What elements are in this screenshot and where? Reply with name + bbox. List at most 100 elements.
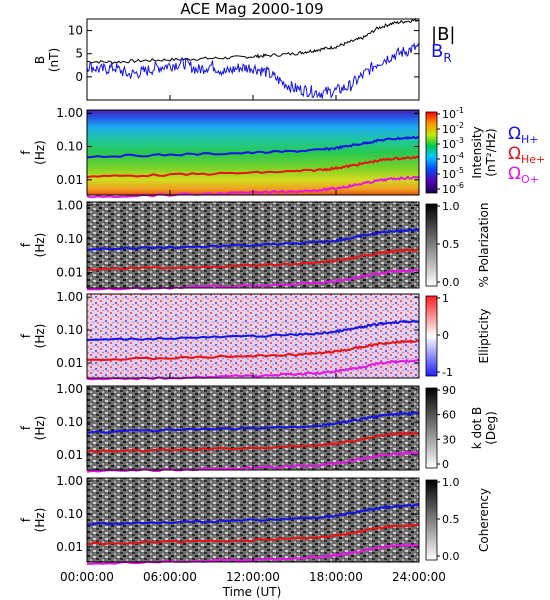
- f-tick-label: 0.10: [56, 415, 83, 429]
- x-tick-label: 18:00:00: [309, 570, 363, 584]
- colorbar-tick-label: 10-3: [442, 136, 464, 151]
- b-y-tick-label: 0: [75, 70, 83, 84]
- b-y-tick-label: 10: [68, 24, 83, 38]
- f-axis-label: f: [19, 425, 33, 430]
- colorbar-tick-label: 30: [442, 433, 456, 446]
- gyro-line-hplus: [86, 502, 420, 526]
- x-tick-label: 24:00:00: [392, 570, 446, 584]
- colorbar-tick-label: -1: [442, 366, 453, 379]
- colorbar-title: k dot B: [470, 407, 484, 449]
- colorbar-tick-label: 0.0: [442, 550, 460, 563]
- legend-omega-he: ΩHe+: [508, 144, 545, 166]
- colorbar-tick-label: 0: [442, 329, 449, 342]
- gyro-line-oplus: [86, 268, 419, 291]
- colorbar-tick-label: 0: [442, 458, 449, 471]
- f-tick-label: 0.01: [56, 448, 83, 462]
- colorbar-tick-label: 10-5: [442, 166, 464, 181]
- colorbar-tick-label: 0.5: [442, 238, 460, 251]
- gyro-line-hplus: [86, 319, 420, 342]
- gyro-line-heplus: [86, 522, 420, 546]
- f-tick-label: 0.01: [56, 173, 83, 187]
- colorbar-tick-label: 1: [442, 292, 449, 305]
- colorbar-title: Intensity: [470, 126, 484, 178]
- gyro-legend: ΩH+ ΩHe+ ΩO+: [508, 124, 545, 186]
- f-tick-label: 0.10: [56, 507, 83, 521]
- colorbar-coherency: [425, 479, 438, 561]
- legend-b-magnitude: |B|: [431, 24, 455, 45]
- panel-b-frame: [86, 18, 420, 101]
- colorbar-tick-label: 1.0: [442, 476, 460, 489]
- panel-k-dot-b: 1.00 0.10 0.01 f (Hz) 90 60 30 0 k dot B (Deg): [19, 382, 498, 473]
- x-tick-label: 06:00:00: [143, 570, 197, 584]
- colorbar-ellipticity: [425, 295, 438, 377]
- gyro-line-heplus: [86, 248, 420, 271]
- chart-title: ACE Mag 2000-109: [180, 0, 323, 18]
- f-axis-label: f: [19, 242, 33, 247]
- gyro-line-hplus: [86, 227, 420, 251]
- colorbar-title: Coherency: [477, 488, 491, 552]
- panel-polarization: 1.00 0.10 0.01 f (Hz) 1.0 0.5 0.0 % Polarization: [19, 198, 491, 291]
- x-tick-label: 12:00:00: [226, 570, 280, 584]
- f-tick-label: 0.10: [56, 232, 83, 246]
- f-tick-label: 1.00: [56, 474, 83, 488]
- colorbar-tick-label: 10-6: [442, 181, 464, 196]
- series-b-magnitude: [86, 17, 420, 65]
- gyro-line-hplus: [86, 135, 420, 159]
- f-axis-unit: (Hz): [33, 508, 47, 533]
- x-axis: 00:00:00 06:00:00 12:00:00 18:00:00 24:00:00: [60, 570, 446, 584]
- colorbar-tick-label: 90: [442, 384, 456, 397]
- colorbar-unit: (Deg): [484, 411, 498, 445]
- gyro-line-heplus: [86, 155, 420, 179]
- f-tick-label: 0.01: [56, 540, 83, 554]
- gyro-line-hplus: [86, 411, 420, 434]
- panel-b-field: 0 5 10 B (nT) |B| BR: [33, 17, 455, 101]
- legend-omega-o: ΩO+: [508, 164, 539, 186]
- f-axis-unit: (Hz): [33, 233, 47, 258]
- f-tick-label: 0.10: [56, 323, 83, 337]
- legend-b-radial: BR: [431, 41, 452, 65]
- b-ylabel: B: [33, 56, 47, 64]
- panel-ellipticity: 1.00 0.10 0.01 f (Hz) 1 0 -1 Ellipticity: [19, 290, 491, 381]
- f-tick-label: 0.01: [56, 356, 83, 370]
- colorbar-tick-label: 10-4: [442, 151, 464, 166]
- panel-intensity: 1.00 0.10 0.01 f (Hz) 10-110-210-310-410-510-…: [19, 106, 498, 199]
- f-tick-label: 1.00: [56, 382, 83, 396]
- colorbar-unit: (nT²/Hz): [484, 128, 498, 176]
- f-axis-label: f: [19, 333, 33, 338]
- colorbar-intensity: [425, 111, 438, 194]
- f-axis-unit: (Hz): [33, 140, 47, 165]
- b-yunit: (nT): [47, 48, 61, 72]
- gyro-line-heplus: [86, 430, 420, 454]
- colorbar-polarization: [425, 203, 438, 287]
- f-axis-label: f: [19, 150, 33, 155]
- f-tick-label: 1.00: [56, 106, 83, 120]
- b-y-ticks: 0 5 10: [68, 24, 419, 84]
- colorbar-title: Ellipticity: [477, 309, 491, 364]
- x-axis-label: Time (UT): [222, 585, 282, 599]
- x-tick-label: 00:00:00: [60, 570, 114, 584]
- colorbar-tick-label: 1.0: [442, 200, 460, 213]
- legend-omega-h: ΩH+: [508, 124, 539, 146]
- f-tick-label: 1.00: [56, 290, 83, 304]
- b-y-tick-label: 5: [75, 47, 83, 61]
- f-tick-label: 1.00: [56, 198, 83, 212]
- gyro-line-heplus: [86, 339, 420, 362]
- series-b-radial: [86, 42, 420, 99]
- colorbar-tick-label: 10-1: [442, 106, 464, 121]
- panel-coherency: 1.00 0.10 0.01 f (Hz) 1.0 0.5 0.0 Coherency: [19, 474, 491, 565]
- colorbar-tick-label: 0.5: [442, 513, 460, 526]
- b-series-group: [86, 17, 420, 100]
- colorbar-k-dot-b: [425, 387, 438, 469]
- colorbar-tick-label: 60: [442, 409, 456, 422]
- f-axis-label: f: [19, 517, 33, 522]
- f-axis-unit: (Hz): [33, 324, 47, 349]
- colorbar-tick-label: 10-2: [442, 121, 464, 136]
- colorbar-title: % Polarization: [477, 203, 491, 288]
- colorbar-tick-label: 0.0: [442, 276, 460, 289]
- gyro-line-oplus: [86, 358, 420, 381]
- f-tick-label: 0.01: [56, 266, 83, 280]
- f-tick-label: 0.10: [56, 140, 83, 154]
- gyro-line-oplus: [86, 542, 420, 565]
- f-axis-unit: (Hz): [33, 416, 47, 441]
